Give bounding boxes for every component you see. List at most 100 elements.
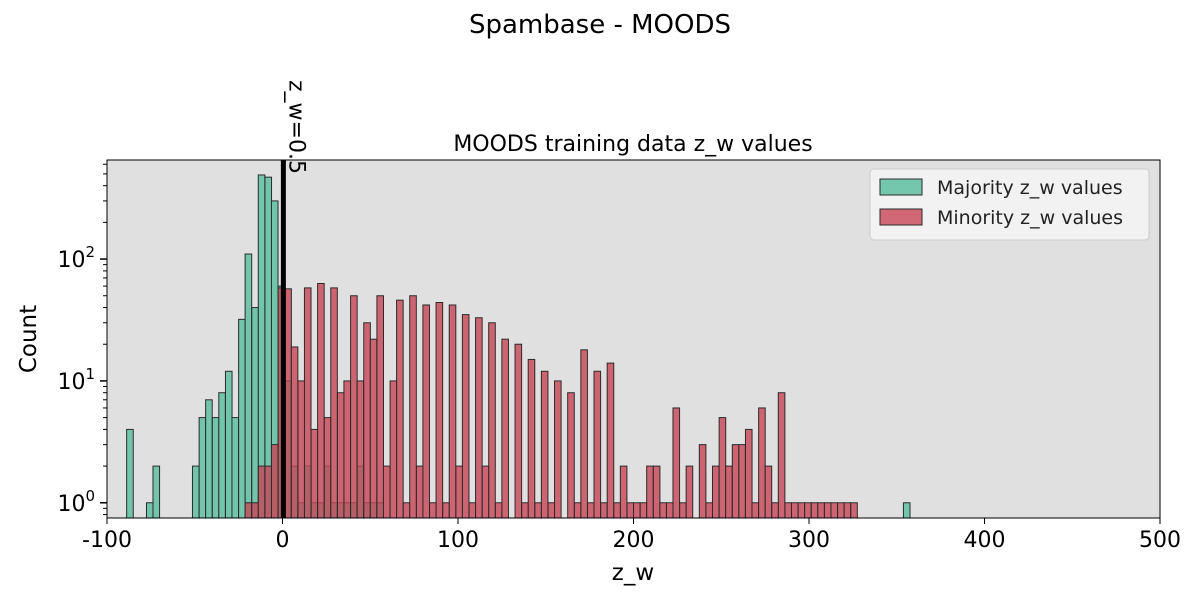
- minority-bar: [567, 392, 575, 519]
- minority-bar: [593, 370, 602, 519]
- minority-bar: [619, 465, 628, 519]
- minority-bar: [738, 444, 746, 519]
- minority-bar: [725, 465, 733, 519]
- minority-bar: [817, 502, 825, 519]
- x-axis-label: z_w: [612, 560, 654, 586]
- minority-bar: [587, 502, 595, 519]
- majority-bar: [251, 307, 259, 519]
- minority-bar: [396, 299, 404, 519]
- minority-bar: [626, 502, 635, 519]
- minority-bar: [468, 502, 477, 519]
- x-tick-label: 500: [1139, 528, 1181, 553]
- minority-bar: [751, 502, 760, 519]
- minority-bar: [665, 502, 674, 519]
- minority-bar: [455, 465, 463, 519]
- minority-bar: [527, 358, 536, 519]
- minority-bar: [244, 502, 253, 519]
- minority-bar: [758, 407, 766, 519]
- minority-bar: [830, 502, 839, 519]
- legend-label: Majority z_w values: [937, 177, 1123, 199]
- minority-bar: [369, 338, 378, 519]
- minority-bar: [402, 502, 411, 519]
- minority-bar: [297, 380, 306, 519]
- minority-bar: [310, 428, 319, 519]
- minority-bar: [429, 502, 437, 519]
- minority-bar: [652, 465, 661, 519]
- x-tick-label: 200: [613, 528, 655, 553]
- majority-bar: [198, 417, 207, 519]
- minority-bar: [481, 465, 490, 519]
- x-tick-label: 400: [964, 528, 1006, 553]
- minority-bar: [580, 349, 588, 519]
- minority-bar: [804, 502, 812, 519]
- minority-bar: [290, 346, 299, 519]
- chart-title: MOODS training data z_w values: [453, 132, 812, 157]
- minority-bar: [659, 502, 667, 519]
- minority-bar: [442, 502, 450, 519]
- x-tick-label: 0: [276, 528, 290, 553]
- minority-bar: [547, 502, 556, 519]
- minority-bar: [540, 370, 549, 519]
- legend-frame: [869, 168, 1150, 241]
- majority-bar: [191, 465, 200, 519]
- minority-bar: [600, 502, 608, 519]
- x-tick-label: -100: [82, 528, 132, 553]
- minority-bar: [251, 502, 259, 519]
- minority-bar: [343, 380, 352, 519]
- minority-bar: [705, 502, 714, 519]
- minority-bar: [613, 502, 621, 519]
- minority-bar: [415, 465, 424, 519]
- majority-bar: [211, 417, 220, 519]
- majority-bar: [224, 370, 233, 519]
- minority-bar: [764, 465, 773, 519]
- legend: Majority z_w values Minority z_w values: [869, 168, 1150, 241]
- y-tick-label: 100: [57, 487, 95, 517]
- minority-bar: [501, 338, 509, 519]
- minority-bar: [534, 502, 542, 519]
- majority-bar: [152, 465, 161, 519]
- minority-bar: [797, 502, 806, 519]
- minority-bar: [389, 380, 398, 519]
- minority-bar: [356, 380, 365, 519]
- chart-suptitle: Spambase - MOODS: [469, 10, 731, 40]
- legend-swatch: [879, 178, 923, 196]
- minority-bar: [323, 417, 332, 519]
- x-tick-label: 300: [788, 528, 830, 553]
- minority-bar: [409, 295, 417, 519]
- minority-bar: [303, 287, 312, 519]
- minority-bar: [784, 502, 793, 519]
- minority-bar: [837, 502, 845, 519]
- minority-bar: [382, 465, 391, 519]
- majority-bar: [244, 253, 253, 519]
- minority-bar: [514, 343, 523, 519]
- majority-bar: [205, 399, 213, 519]
- minority-bar: [330, 287, 338, 519]
- minority-bar: [771, 502, 779, 519]
- minority-bar: [711, 465, 720, 519]
- minority-bar: [672, 407, 681, 519]
- minority-bar: [606, 362, 615, 519]
- minority-bar: [376, 295, 385, 519]
- minority-bar: [475, 317, 483, 519]
- minority-bar: [336, 392, 345, 519]
- minority-bar: [850, 502, 858, 519]
- legend-label: Minority z_w values: [937, 207, 1123, 229]
- threshold-label: z_w=0.5: [283, 80, 308, 174]
- minority-bar: [731, 444, 740, 519]
- minority-bar: [350, 295, 358, 519]
- minority-bar: [685, 465, 694, 519]
- majority-bar: [902, 502, 911, 519]
- minority-bar: [744, 428, 753, 519]
- majority-bar: [238, 318, 246, 519]
- minority-bar: [554, 380, 562, 519]
- minority-bar: [435, 302, 444, 519]
- minority-bar: [521, 502, 529, 519]
- legend-swatch: [879, 208, 923, 226]
- minority-bar: [639, 502, 648, 519]
- minority-bar: [422, 304, 430, 519]
- minority-bar: [679, 502, 687, 519]
- minority-bar: [488, 322, 496, 519]
- minority-bar: [257, 465, 266, 519]
- minority-bar: [363, 322, 371, 519]
